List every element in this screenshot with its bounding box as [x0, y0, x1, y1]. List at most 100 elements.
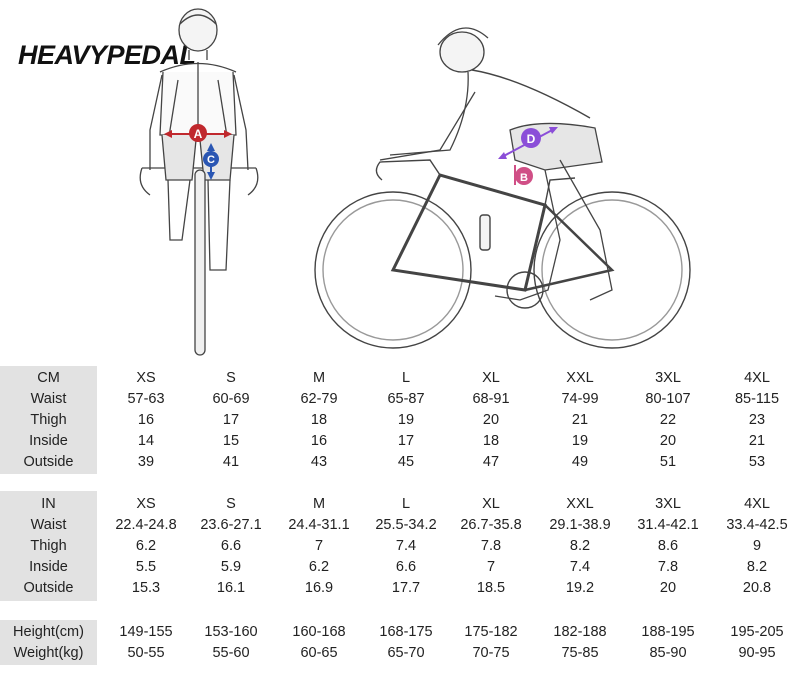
cell: 160-168	[292, 624, 346, 640]
cell: 7	[486, 559, 496, 575]
size-s: S	[226, 370, 236, 386]
cell: 60-69	[212, 391, 250, 407]
marker-c-icon	[203, 151, 219, 167]
in-label-band	[0, 491, 97, 601]
cell: 15	[222, 433, 240, 449]
cell: 43	[310, 454, 328, 470]
cell: 188-195	[641, 624, 695, 640]
size-3xl: 3XL	[655, 496, 681, 512]
cell: 16	[310, 433, 328, 449]
cyclist-illustration: A C D B	[139, 8, 691, 356]
cell: 20.8	[742, 580, 772, 596]
cell: 18	[482, 433, 500, 449]
cell: 60-65	[300, 645, 338, 661]
in-unit-label: IN	[41, 496, 56, 512]
cm-label-band	[0, 366, 97, 474]
row-label: Height(cm)	[13, 624, 84, 640]
marker-a-label: A	[194, 127, 203, 141]
cell: 17	[222, 412, 240, 428]
row-label: Outside	[23, 580, 74, 596]
row-label: Weight(kg)	[13, 645, 84, 661]
cell: 7.8	[657, 559, 679, 575]
size-l: L	[401, 496, 411, 512]
cell: 31.4-42.1	[637, 517, 699, 533]
cell: 24.4-31.1	[288, 517, 350, 533]
row-label: Inside	[29, 433, 68, 449]
cell: 8.2	[569, 538, 591, 554]
row-label: Thigh	[30, 412, 67, 428]
cell: 15.3	[131, 580, 161, 596]
cell: 22	[659, 412, 677, 428]
cell: 68-91	[472, 391, 510, 407]
cell: 175-182	[464, 624, 518, 640]
cell: 70-75	[472, 645, 510, 661]
in-thigh-row: Thigh 6.2 6.6 7 7.4 7.8 8.2 8.6 9	[0, 536, 800, 557]
cell: 45	[397, 454, 415, 470]
in-inside-row: Inside 5.5 5.9 6.2 6.6 7 7.4 7.8 8.2	[0, 557, 800, 578]
cell: 19.2	[565, 580, 595, 596]
cell: 5.9	[220, 559, 242, 575]
cell: 153-160	[204, 624, 258, 640]
cell: 5.5	[135, 559, 157, 575]
cell: 16	[137, 412, 155, 428]
size-3xl: 3XL	[655, 370, 681, 386]
cell: 65-87	[387, 391, 425, 407]
marker-a-icon	[189, 124, 207, 142]
cell: 6.2	[135, 538, 157, 554]
cell: 8.2	[746, 559, 768, 575]
cell: 9	[752, 538, 762, 554]
cell: 7	[314, 538, 324, 554]
row-label: Outside	[23, 454, 74, 470]
cell: 21	[748, 433, 766, 449]
marker-d-label: D	[527, 132, 536, 146]
cell: 195-205	[730, 624, 784, 640]
cell: 7.4	[395, 538, 417, 554]
cell: 21	[571, 412, 589, 428]
cell: 65-70	[387, 645, 425, 661]
cell: 17.7	[391, 580, 421, 596]
marker-b-icon	[515, 167, 533, 185]
front-view-cyclist	[139, 8, 259, 356]
size-xs: XS	[136, 370, 156, 386]
height-row: Height(cm) 149-155 153-160 160-168 168-1…	[0, 622, 800, 643]
cell: 90-95	[738, 645, 776, 661]
cell: 41	[222, 454, 240, 470]
side-view-bicycle	[314, 159, 691, 349]
cell: 23.6-27.1	[200, 517, 262, 533]
size-xl: XL	[482, 496, 500, 512]
cell: 6.6	[220, 538, 242, 554]
size-m: M	[312, 370, 326, 386]
cell: 8.6	[657, 538, 679, 554]
cell: 20	[659, 433, 677, 449]
cell: 49	[571, 454, 589, 470]
cm-thigh-row: Thigh 16 17 18 19 20 21 22 23	[0, 410, 800, 431]
cell: 22.4-24.8	[115, 517, 177, 533]
cell: 39	[137, 454, 155, 470]
cell: 26.7-35.8	[460, 517, 522, 533]
size-xl: XL	[482, 370, 500, 386]
row-label: Waist	[30, 517, 67, 533]
cell: 168-175	[379, 624, 433, 640]
row-label: Inside	[29, 559, 68, 575]
brand-logo: HEAVYPEDAL	[18, 40, 196, 70]
cell: 182-188	[553, 624, 607, 640]
size-l: L	[401, 370, 411, 386]
cell: 7.8	[480, 538, 502, 554]
cell: 55-60	[212, 645, 250, 661]
cm-waist-row: Waist 57-63 60-69 62-79 65-87 68-91 74-9…	[0, 389, 800, 410]
cell: 85-90	[649, 645, 687, 661]
in-outside-row: Outside 15.3 16.1 16.9 17.7 18.5 19.2 20…	[0, 578, 800, 599]
cell: 62-79	[300, 391, 338, 407]
size-xxl: XXL	[566, 370, 594, 386]
marker-b-label: B	[520, 172, 528, 184]
cell: 33.4-42.5	[726, 517, 788, 533]
cell: 25.5-34.2	[375, 517, 437, 533]
cell: 16.1	[216, 580, 246, 596]
cell: 16.9	[304, 580, 334, 596]
cell: 80-107	[645, 391, 691, 407]
cell: 19	[397, 412, 415, 428]
size-4xl: 4XL	[744, 370, 770, 386]
size-4xl: 4XL	[744, 496, 770, 512]
cell: 17	[397, 433, 415, 449]
cm-unit-label: CM	[37, 370, 60, 386]
